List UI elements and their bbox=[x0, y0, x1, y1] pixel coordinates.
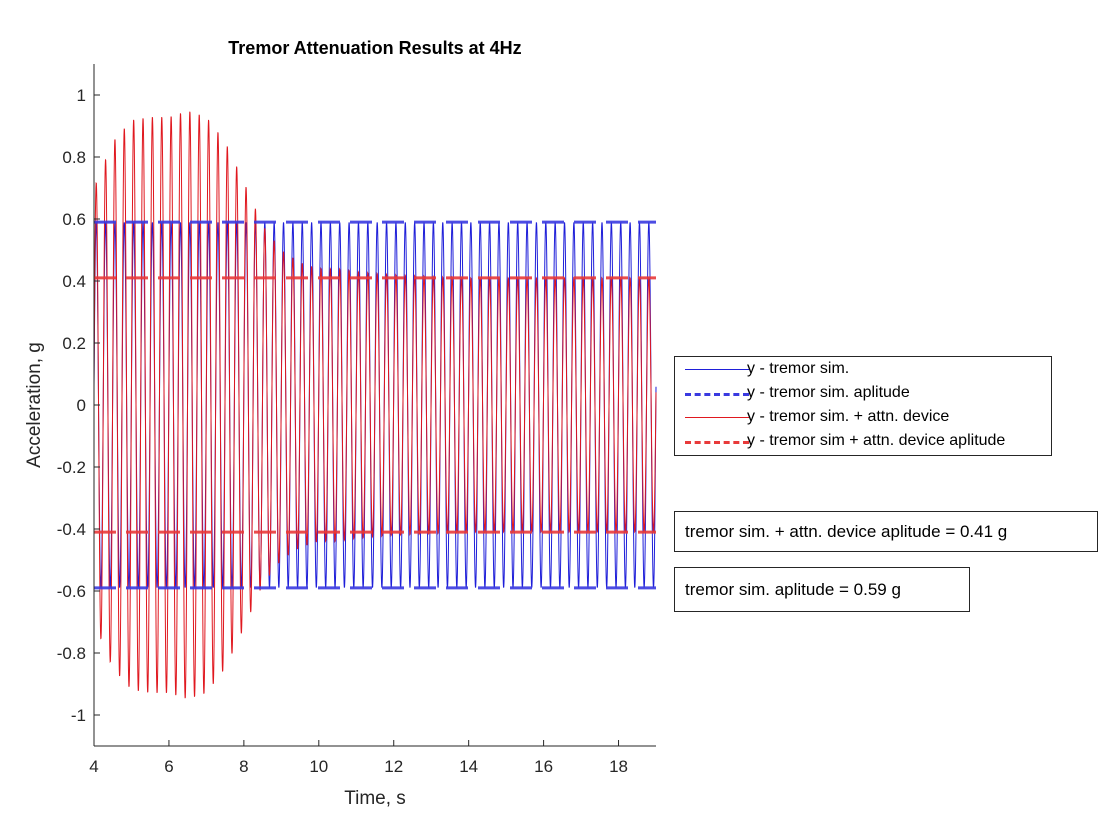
annotation-tremor-amplitude: tremor sim. aplitude = 0.59 g bbox=[674, 567, 970, 612]
legend-swatch bbox=[685, 441, 749, 444]
y-tick-label: 1 bbox=[77, 86, 86, 105]
legend: y - tremor sim. y - tremor sim. aplitude… bbox=[674, 356, 1052, 456]
series-line-2 bbox=[93, 111, 657, 699]
y-tick-label: 0.2 bbox=[62, 334, 86, 353]
legend-label: y - tremor sim. bbox=[747, 360, 850, 377]
legend-label: y - tremor sim. + attn. device bbox=[747, 408, 950, 425]
x-tick-label: 10 bbox=[309, 757, 328, 776]
y-axis-label: Acceleration, g bbox=[24, 342, 45, 468]
legend-swatch bbox=[685, 369, 749, 370]
y-tick-label: -0.2 bbox=[57, 458, 86, 477]
y-tick-label: -0.6 bbox=[57, 582, 86, 601]
y-tick-label: -0.8 bbox=[57, 644, 86, 663]
y-tick-label: -1 bbox=[71, 706, 86, 725]
legend-item: y - tremor sim. bbox=[675, 359, 1051, 381]
plot-area bbox=[93, 111, 657, 699]
y-tick-label: 0.4 bbox=[62, 272, 86, 291]
legend-item: y - tremor sim + attn. device aplitude bbox=[675, 431, 1051, 453]
chart-title: Tremor Attenuation Results at 4Hz bbox=[228, 38, 521, 58]
legend-swatch bbox=[685, 393, 749, 396]
x-tick-label: 8 bbox=[239, 757, 248, 776]
annotation-attenuated-amplitude: tremor sim. + attn. device aplitude = 0.… bbox=[674, 511, 1098, 552]
y-tick-label: 0 bbox=[77, 396, 86, 415]
x-tick-label: 14 bbox=[459, 757, 478, 776]
legend-label: y - tremor sim + attn. device aplitude bbox=[747, 432, 1006, 449]
axes: 4 6 8 10 12 14 16 18 -1 -0.8 -0.6 -0.4 -0.2 0 0.2 0.4 0.… bbox=[57, 64, 656, 776]
x-tick-label: 12 bbox=[384, 757, 403, 776]
legend-item: y - tremor sim. aplitude bbox=[675, 383, 1051, 405]
x-axis-label: Time, s bbox=[344, 788, 406, 809]
y-tick-label: -0.4 bbox=[57, 520, 86, 539]
y-tick-label: 0.8 bbox=[62, 148, 86, 167]
x-tick-label: 4 bbox=[89, 757, 98, 776]
x-tick-label: 6 bbox=[164, 757, 173, 776]
legend-label: y - tremor sim. aplitude bbox=[747, 384, 910, 401]
legend-swatch bbox=[685, 417, 749, 418]
x-tick-label: 16 bbox=[534, 757, 553, 776]
y-tick-label: 0.6 bbox=[62, 210, 86, 229]
x-tick-label: 18 bbox=[609, 757, 628, 776]
legend-item: y - tremor sim. + attn. device bbox=[675, 407, 1051, 429]
